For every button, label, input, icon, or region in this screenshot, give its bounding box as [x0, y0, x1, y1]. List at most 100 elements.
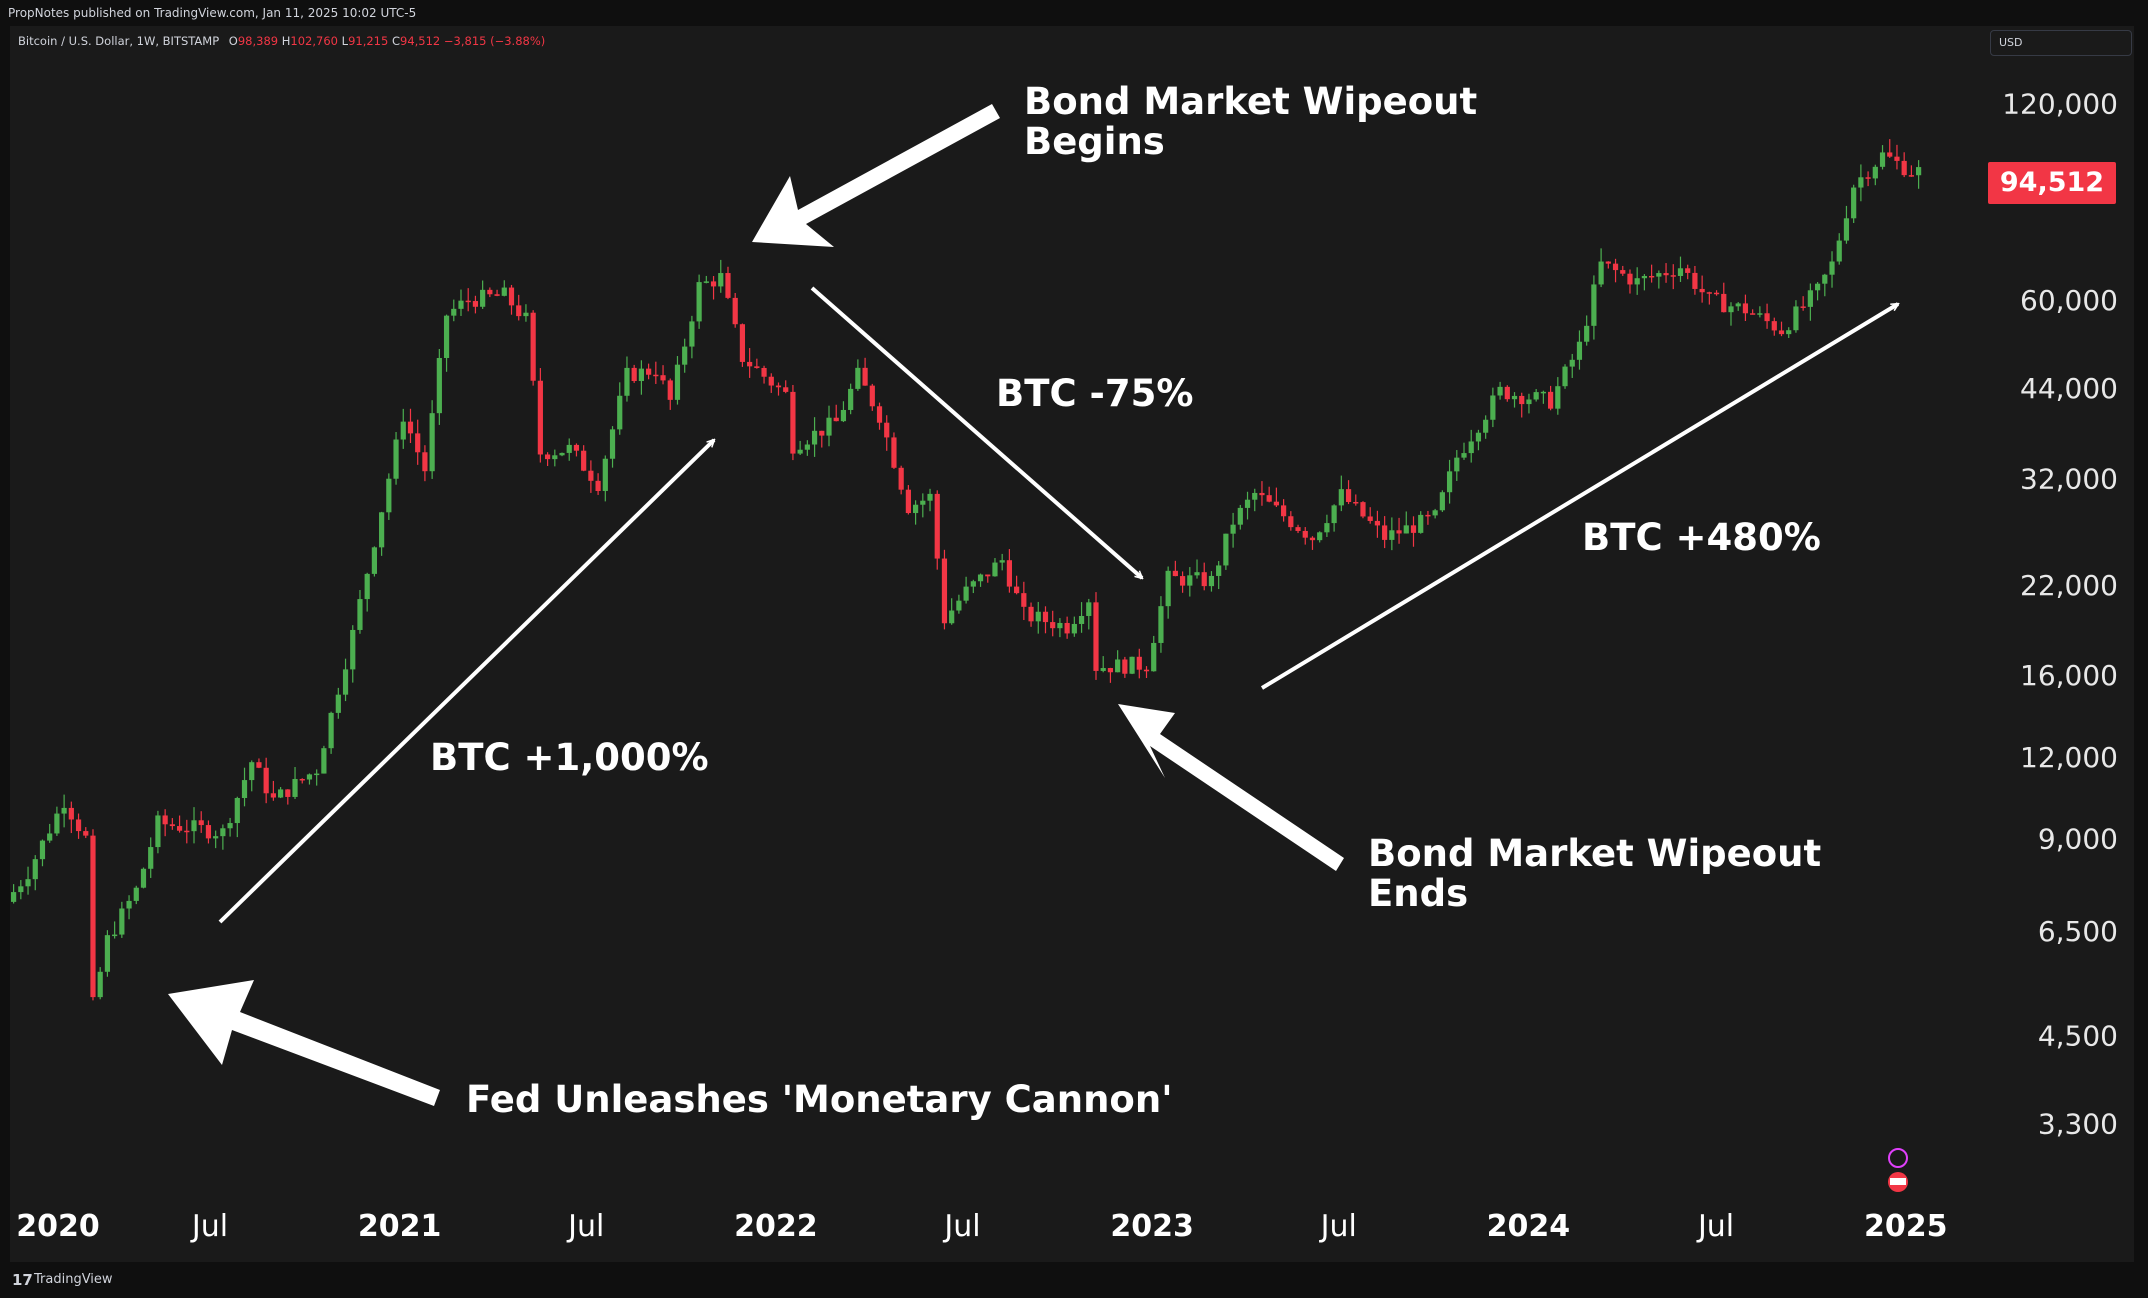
- candle-body: [1901, 160, 1907, 176]
- candle-body: [660, 375, 666, 381]
- candle-body: [25, 879, 31, 887]
- candle-body: [443, 315, 450, 359]
- candle-body: [689, 321, 695, 347]
- candle-body: [198, 820, 204, 826]
- candle-body: [494, 294, 500, 296]
- flash-icon[interactable]: [1888, 1148, 1908, 1168]
- candle-body: [140, 868, 147, 888]
- candle-body: [1281, 505, 1287, 517]
- candle-body: [970, 581, 976, 587]
- candle-body: [32, 859, 38, 880]
- candle-body: [544, 454, 551, 460]
- candle-body: [710, 281, 717, 287]
- x-tick-label: 2025: [1864, 1209, 1948, 1244]
- candle-body: [898, 467, 904, 490]
- candle-body: [1179, 576, 1186, 586]
- candle-body: [1006, 560, 1013, 587]
- candle-body: [234, 797, 240, 824]
- annotation-rise1: BTC +1,000%: [430, 736, 709, 779]
- candle-body: [1894, 156, 1900, 161]
- candle-body: [624, 367, 630, 396]
- y-tick-label: 9,000: [2038, 823, 2118, 856]
- candle-body: [299, 778, 305, 781]
- y-tick-label: 4,500: [2038, 1019, 2118, 1052]
- candle-body: [1035, 611, 1041, 622]
- candle-body: [977, 574, 984, 582]
- candle-body: [1865, 177, 1871, 179]
- candle-body: [1259, 492, 1265, 496]
- candle-body: [1057, 622, 1063, 629]
- candle-body: [1194, 572, 1200, 576]
- candle-body: [1122, 659, 1128, 674]
- candle-body: [1800, 306, 1806, 308]
- annotation-rise2: BTC +480%: [1582, 516, 1821, 559]
- candle-body: [220, 828, 226, 837]
- candle-body: [1872, 166, 1878, 179]
- candle-body: [537, 380, 543, 455]
- candle-body: [1713, 292, 1720, 295]
- candle-body: [104, 935, 111, 972]
- candle-body: [1345, 489, 1352, 502]
- candle-body: [357, 599, 363, 630]
- candle-body: [1244, 499, 1251, 508]
- candle-body: [811, 430, 818, 445]
- candle-body: [999, 560, 1005, 563]
- candle-body: [1071, 623, 1077, 634]
- candle-body: [1786, 330, 1792, 335]
- candle-body: [393, 439, 399, 479]
- candle-body: [487, 289, 493, 295]
- candle-body: [1533, 392, 1539, 400]
- candle-body: [1858, 177, 1864, 188]
- candle-body: [826, 417, 832, 436]
- candle-body: [1670, 275, 1676, 277]
- annotation-top-line1: Bond Market Wipeout: [1024, 80, 1477, 123]
- candle-body: [451, 308, 457, 316]
- candle-body: [1216, 565, 1222, 576]
- candle-body: [848, 388, 854, 410]
- candle-body: [804, 444, 810, 450]
- candle-body: [1201, 572, 1207, 587]
- candle-body: [631, 367, 637, 382]
- candle-body: [1490, 395, 1496, 420]
- candle-body: [480, 289, 486, 307]
- candle-body: [1014, 586, 1020, 594]
- fed-cannon-arrow: [168, 980, 440, 1106]
- candle-body: [39, 840, 46, 860]
- tradingview-brand[interactable]: TradingView: [34, 1272, 113, 1287]
- candle-body: [891, 437, 897, 468]
- candle-body: [241, 780, 248, 798]
- candle-body: [184, 830, 190, 833]
- footer-bar: 17 TradingView: [0, 1262, 2148, 1298]
- candle-body: [1093, 602, 1099, 671]
- candle-body: [1591, 284, 1597, 326]
- candle-body: [1843, 218, 1850, 241]
- currency-selector[interactable]: USD: [1990, 30, 2132, 56]
- candle-body: [617, 395, 623, 430]
- candle-body: [407, 421, 414, 434]
- price-axis[interactable]: 120,000 60,000 44,000 32,000 22,000 16,000 12,…: [2002, 87, 2118, 1140]
- candle-body: [941, 558, 948, 624]
- candle-body: [1851, 187, 1857, 219]
- time-axis[interactable]: 2020 Jul 2021 Jul 2022 Jul 2023 Jul 2024 Jul 2025: [16, 1209, 1947, 1244]
- wipeout-begins-arrow: [752, 104, 1000, 247]
- candle-body: [458, 300, 464, 309]
- candle-body: [1187, 575, 1193, 586]
- candle-body: [1454, 457, 1460, 472]
- candle-body: [1151, 642, 1157, 672]
- candle-body: [1641, 275, 1648, 279]
- candle-body: [1742, 303, 1749, 314]
- candle-body: [436, 358, 442, 414]
- candle-body: [559, 452, 565, 456]
- candle-body: [1504, 386, 1510, 400]
- candle-body: [54, 813, 60, 834]
- candle-body: [819, 430, 825, 436]
- candle-body: [1389, 530, 1395, 540]
- chart-area[interactable]: [10, 26, 2134, 1262]
- candle-body: [386, 478, 392, 513]
- tradingview-logo-icon[interactable]: 17: [12, 1271, 33, 1289]
- candle-body: [1836, 240, 1842, 262]
- candle-body: [1598, 261, 1604, 285]
- candle-body: [1136, 656, 1142, 670]
- candle-body: [1100, 668, 1106, 671]
